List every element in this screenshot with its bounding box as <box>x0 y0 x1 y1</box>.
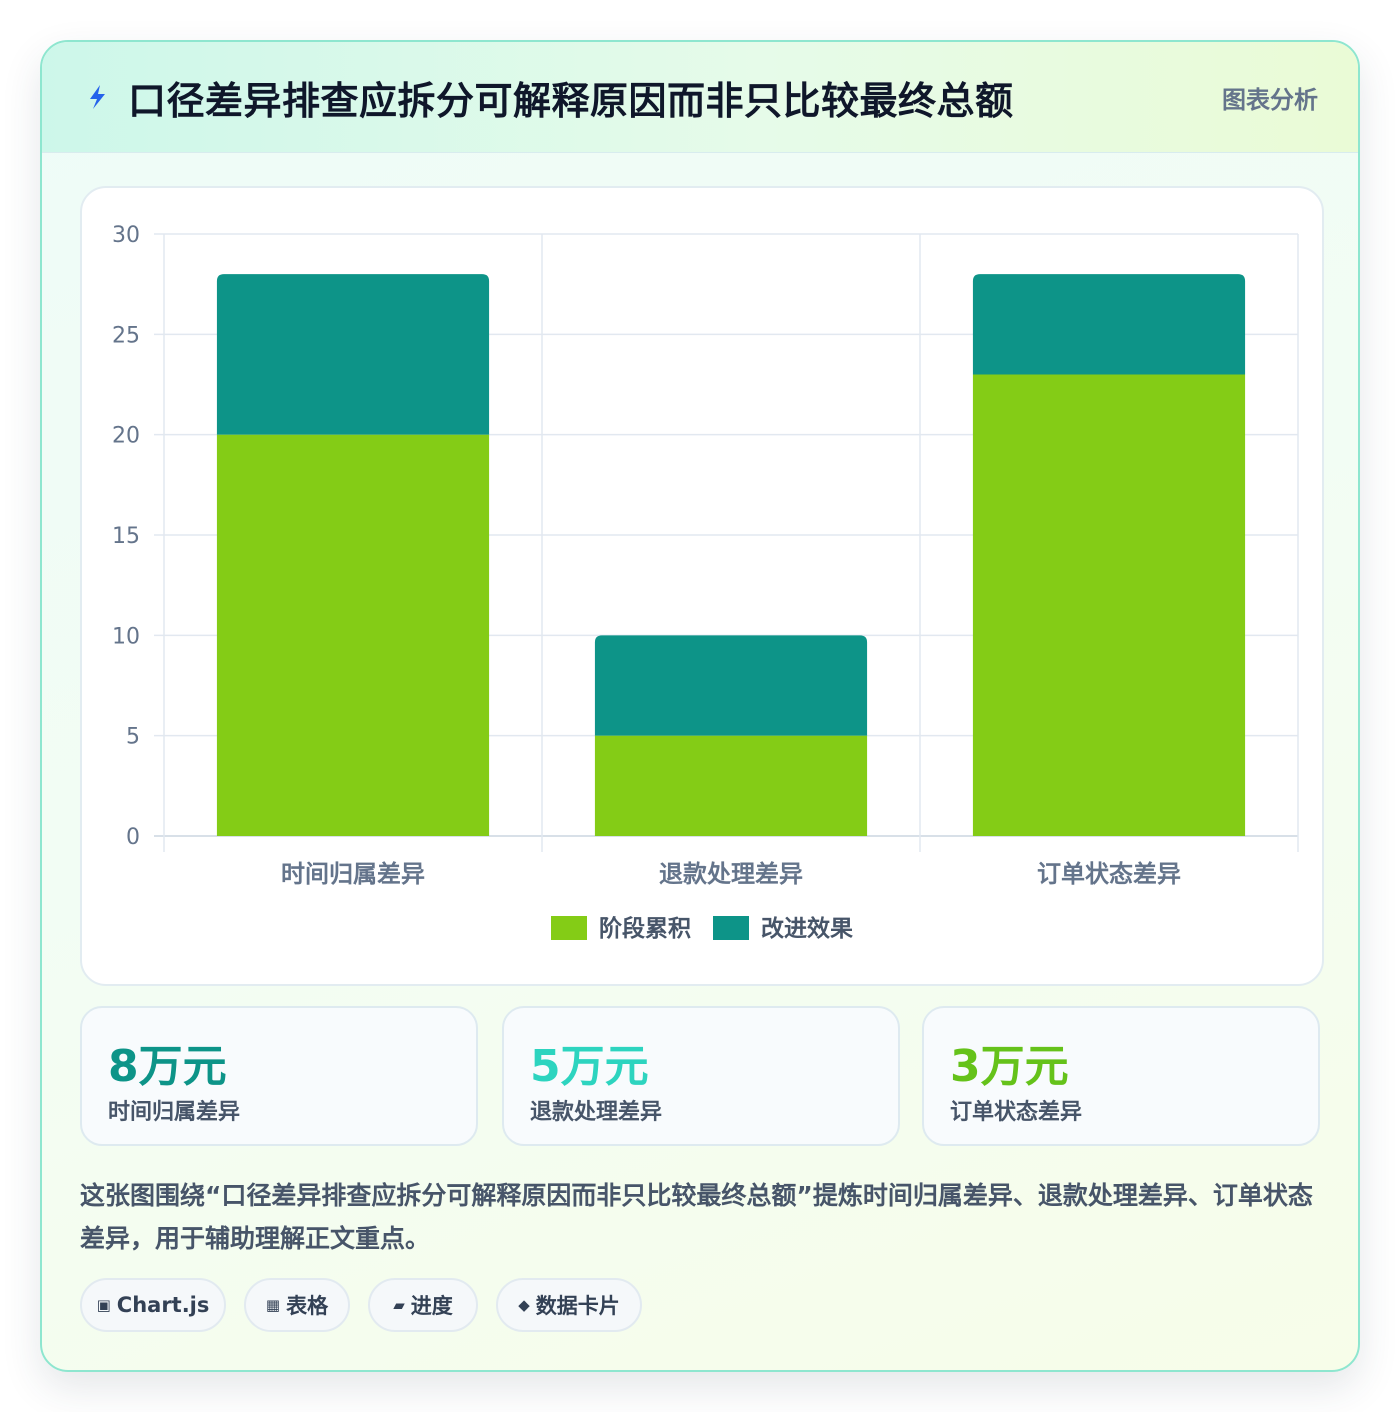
stat-label: 时间归属差异 <box>108 1100 241 1125</box>
bar-segment <box>594 735 868 836</box>
stat-value: 3万元 <box>950 1041 1069 1092</box>
progress-icon: ▰ <box>393 1296 405 1314</box>
stat-label: 订单状态差异 <box>950 1100 1083 1125</box>
square-icon: ▣ <box>96 1296 111 1314</box>
y-tick-label: 5 <box>126 725 140 750</box>
bar-segment <box>216 434 490 836</box>
chart-description: 这张图围绕“口径差异排查应拆分可解释原因而非只比较最终总额”提炼时间归属差异、退… <box>80 1181 1313 1253</box>
chip-table[interactable]: ▦ 表格 <box>244 1278 350 1332</box>
bar-segment <box>594 635 868 736</box>
chip-label: 表格 <box>286 1294 329 1318</box>
chip-progress[interactable]: ▰ 进度 <box>368 1278 478 1332</box>
stat-value: 8万元 <box>108 1041 227 1092</box>
stat-card-time: 8万元 时间归属差异 <box>80 1006 478 1146</box>
card-header: 口径差异排查应拆分可解释原因而非只比较最终总额 图表分析 <box>42 42 1358 153</box>
chip-label: Chart.js <box>116 1293 210 1317</box>
stat-card-refund: 5万元 退款处理差异 <box>502 1006 900 1146</box>
legend-swatch <box>713 916 749 940</box>
legend-label: 阶段累积 <box>599 915 691 942</box>
x-tick-label: 订单状态差异 <box>1037 860 1181 888</box>
y-tick-label: 0 <box>126 825 140 850</box>
chip-chartjs[interactable]: ▣ Chart.js <box>80 1278 226 1332</box>
page-title: 口径差异排查应拆分可解释原因而非只比较最终总额 <box>128 79 1014 123</box>
diamond-icon: ◆ <box>518 1296 530 1314</box>
bar-segment <box>216 274 490 435</box>
chart-card: 口径差异排查应拆分可解释原因而非只比较最终总额 图表分析 0 5 10 15 20 25 3… <box>40 40 1360 1372</box>
y-tick-label: 25 <box>112 323 140 348</box>
bar-segment <box>972 374 1246 836</box>
x-tick-label: 时间归属差异 <box>281 860 425 888</box>
x-tick-label: 退款处理差异 <box>659 860 803 888</box>
y-tick-label: 10 <box>112 624 140 649</box>
stat-value: 5万元 <box>530 1041 649 1092</box>
lightning-bolt-icon <box>90 85 105 109</box>
chip-label: 数据卡片 <box>535 1294 620 1318</box>
y-tick-label: 20 <box>112 424 140 449</box>
y-tick-label: 15 <box>112 524 140 549</box>
chip-data-card[interactable]: ◆ 数据卡片 <box>496 1278 642 1332</box>
table-icon: ▦ <box>265 1296 281 1314</box>
chart-analysis-tag: 图表分析 <box>1222 86 1318 114</box>
chip-label: 进度 <box>410 1294 453 1318</box>
stat-card-order: 3万元 订单状态差异 <box>922 1006 1320 1146</box>
legend-label: 改进效果 <box>761 915 853 942</box>
legend-swatch <box>551 916 587 940</box>
y-tick-label: 30 <box>112 223 140 248</box>
bar-segment <box>972 274 1246 375</box>
chart-panel: 0 5 10 15 20 25 30 时间归属差异 退款处理差异 订单状态差异阶段累积 改进效果 <box>80 186 1324 986</box>
stat-label: 退款处理差异 <box>530 1100 663 1125</box>
